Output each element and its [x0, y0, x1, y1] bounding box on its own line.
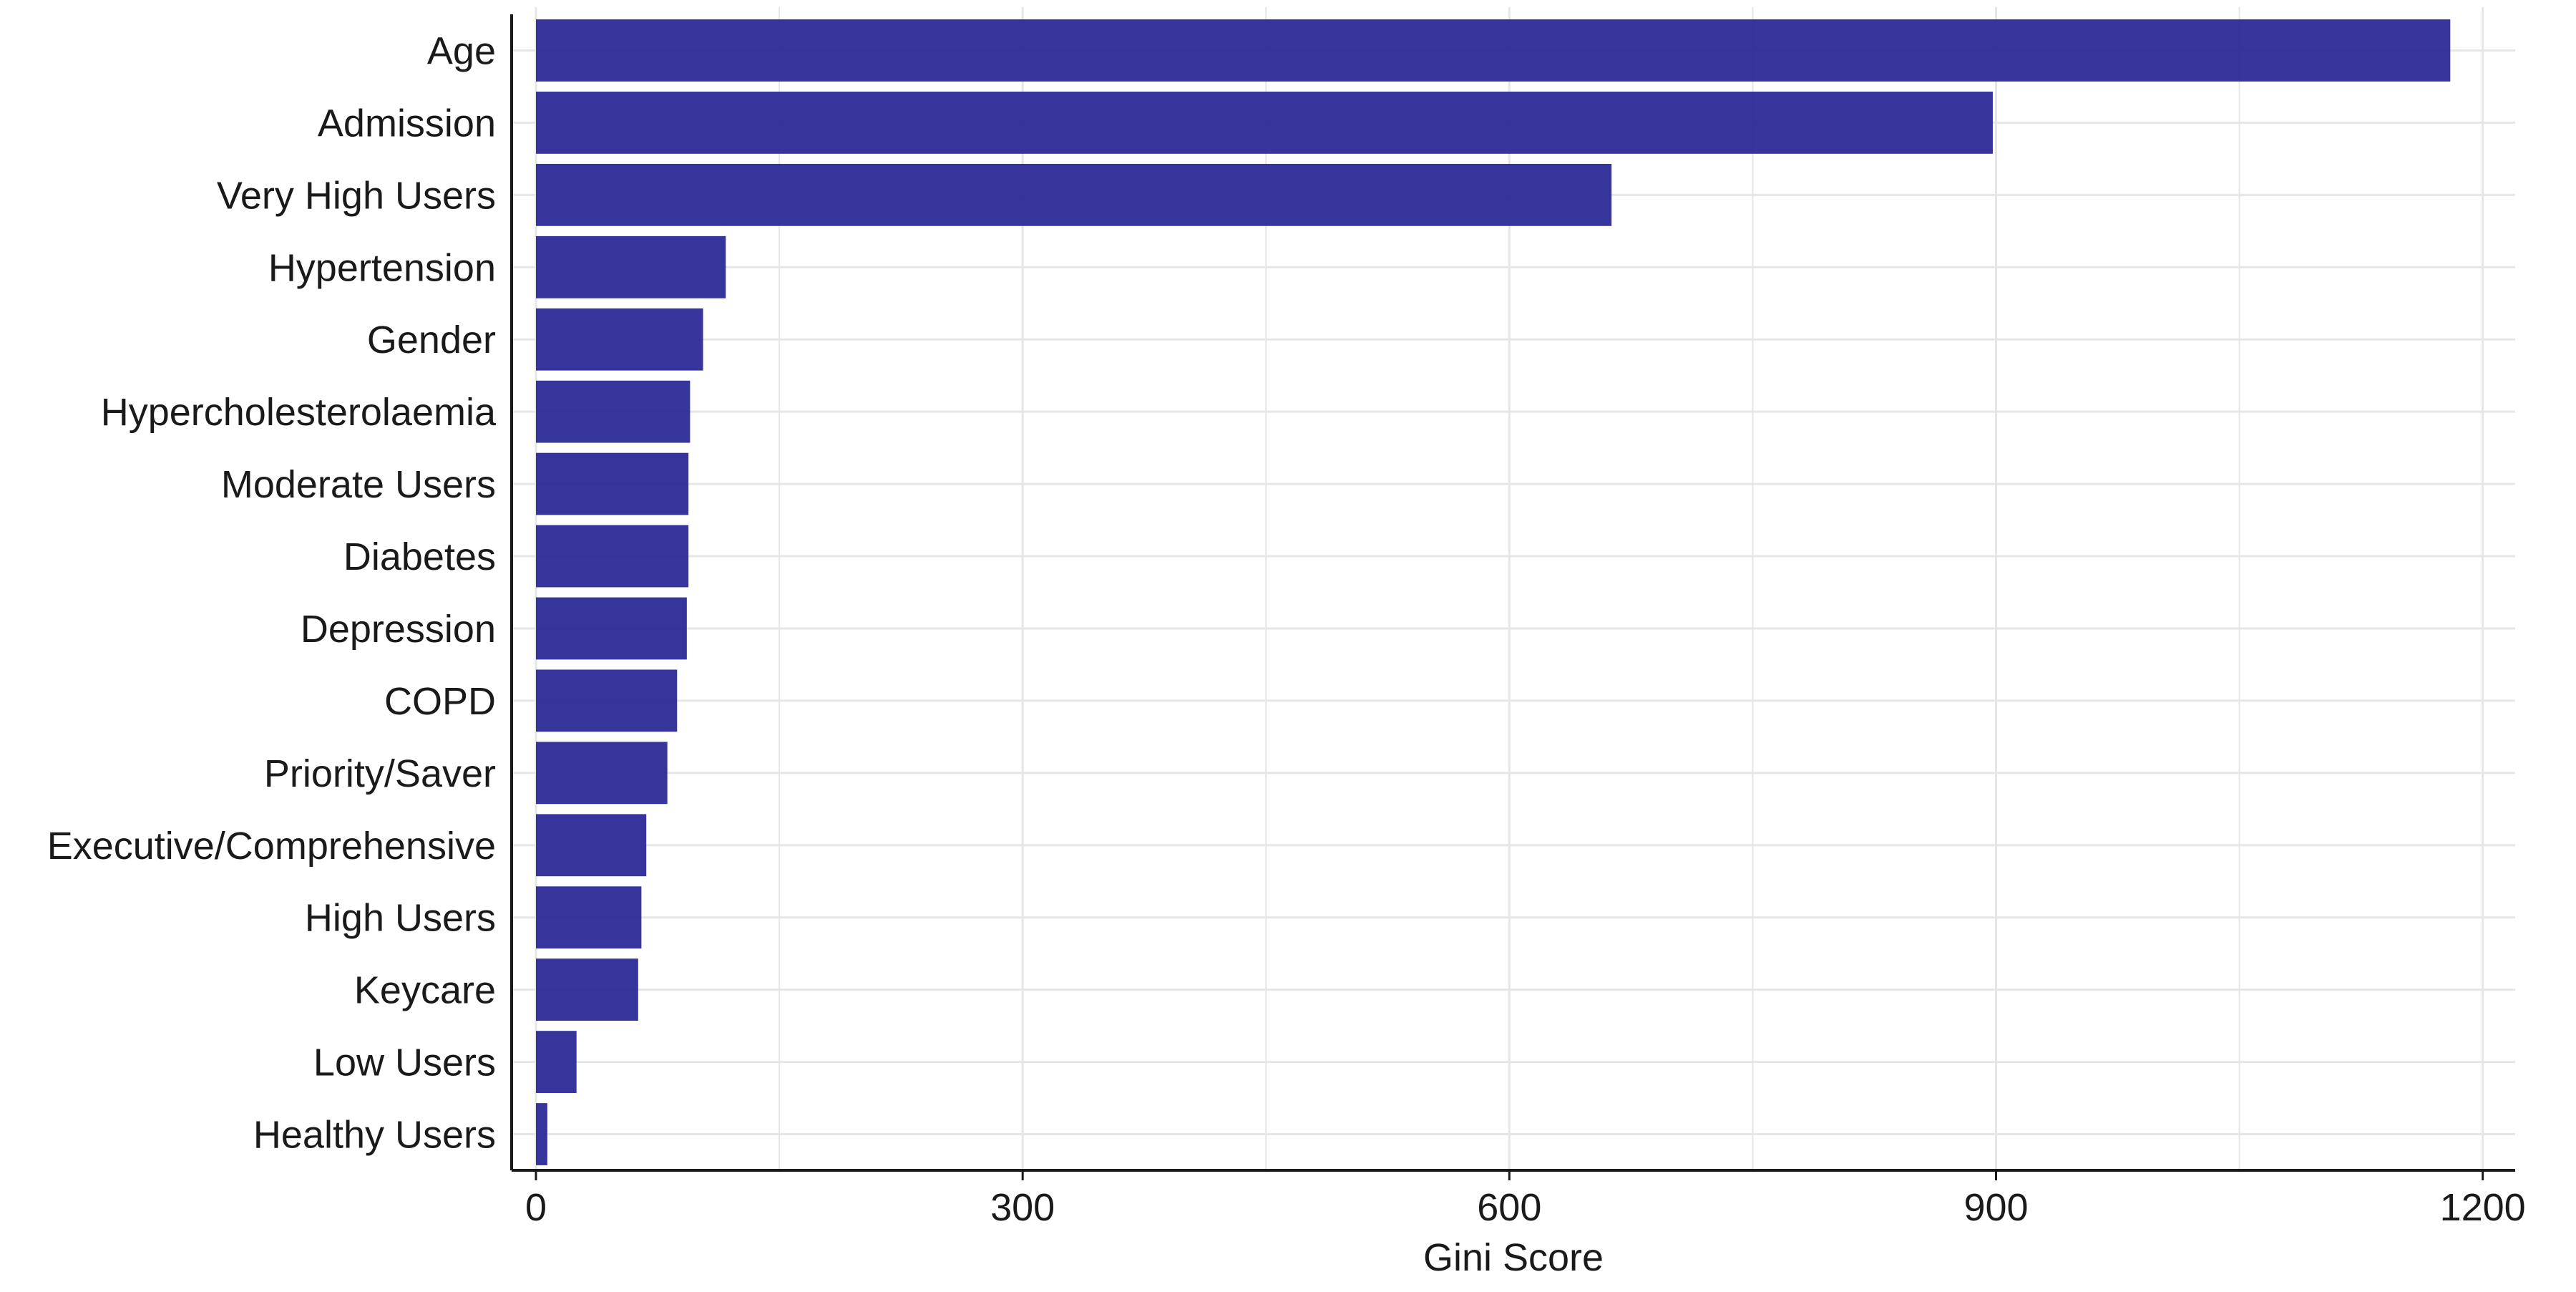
category-label: Executive/Comprehensive: [47, 825, 496, 868]
bar-admission: [536, 92, 1993, 154]
category-labels: Age Admission Very High Users Hypertension G…: [47, 29, 497, 1156]
category-label: Gender: [367, 319, 496, 361]
category-label: Age: [427, 29, 496, 72]
x-tick-label: 600: [1477, 1186, 1541, 1229]
bar-diabetes: [536, 525, 689, 588]
category-label: Admission: [318, 102, 496, 145]
bar-copd: [536, 669, 678, 732]
bar-hypertension: [536, 235, 726, 298]
x-tick-label: 0: [525, 1186, 547, 1229]
bar-gender: [536, 308, 703, 371]
bar-very-high-users: [536, 163, 1612, 226]
category-label: Hypertension: [268, 246, 496, 289]
bar-healthy-users: [536, 1103, 547, 1165]
category-label: Depression: [301, 608, 496, 651]
bar-executive-comprehensive: [536, 814, 647, 877]
x-tick-labels: 0 300 600 900 1200: [525, 1170, 2526, 1229]
category-label: Very High Users: [217, 174, 496, 217]
bar-depression: [536, 597, 687, 660]
category-label: High Users: [305, 897, 496, 940]
bars-layer: [536, 19, 2451, 1165]
category-label: COPD: [384, 680, 496, 723]
category-label: Moderate Users: [221, 463, 496, 506]
x-tick-label: 900: [1963, 1186, 2028, 1229]
category-label: Priority/Saver: [264, 752, 496, 795]
category-label: Hypercholesterolaemia: [101, 391, 497, 434]
category-label: Low Users: [313, 1041, 496, 1084]
axes-layer: [510, 14, 2515, 1172]
bar-hypercholesterolaemia: [536, 380, 691, 443]
category-label: Healthy Users: [253, 1114, 496, 1157]
x-axis-title: Gini Score: [1423, 1236, 1604, 1279]
bar-high-users: [536, 886, 642, 949]
bar-age: [536, 19, 2451, 82]
bar-priority-saver: [536, 742, 668, 805]
category-label: Keycare: [354, 969, 496, 1012]
bar-low-users: [536, 1031, 577, 1093]
category-label: Diabetes: [343, 535, 496, 578]
x-tick-label: 300: [990, 1186, 1055, 1229]
bar-keycare: [536, 958, 638, 1021]
bar-moderate-users: [536, 452, 689, 515]
x-tick-label: 1200: [2440, 1186, 2526, 1229]
